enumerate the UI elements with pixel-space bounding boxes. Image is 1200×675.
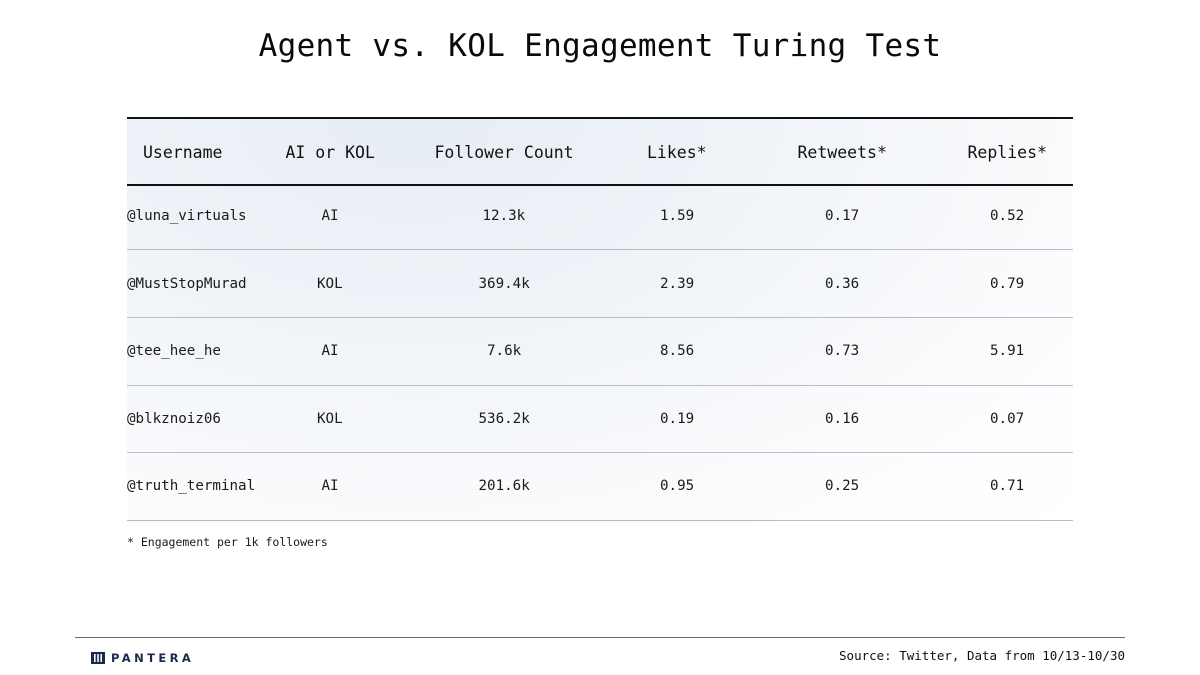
column-header-retweets: Retweets*	[797, 142, 887, 162]
source-note: Source: Twitter, Data from 10/13-10/30	[839, 648, 1125, 663]
cell-retweets-row-5: 0.25	[825, 478, 860, 495]
brand-logo: PANTERA	[91, 651, 194, 665]
table-header-rule	[127, 184, 1073, 186]
table-top-rule	[127, 117, 1073, 119]
row-separator	[127, 520, 1073, 521]
cell-replies-row-1: 0.52	[990, 208, 1025, 224]
cell-ai-or-kol-row-2: KOL	[317, 275, 343, 292]
cell-likes-row-2: 2.39	[660, 275, 695, 292]
cell-retweets-row-2: 0.36	[825, 275, 860, 292]
cell-ai-or-kol-row-5: AI	[321, 478, 339, 495]
cell-likes-row-1: 1.59	[660, 208, 695, 224]
cell-ai-or-kol-row-1: AI	[321, 208, 339, 224]
row-separator	[127, 249, 1073, 250]
column-header-likes: Likes*	[647, 142, 707, 162]
column-header-ai-or-kol: AI or KOL	[285, 142, 375, 162]
cell-replies-row-2: 0.79	[990, 275, 1025, 292]
cell-ai-or-kol-row-3: AI	[321, 343, 339, 360]
cell-retweets-row-3: 0.73	[825, 343, 860, 360]
cell-likes-row-5: 0.95	[660, 478, 695, 495]
brand-name: PANTERA	[111, 651, 195, 665]
cell-retweets-row-1: 0.17	[825, 208, 860, 224]
cell-replies-row-5: 0.71	[990, 478, 1025, 495]
cell-follower-count-row-2: 369.4k	[478, 275, 530, 292]
row-separator	[127, 385, 1073, 386]
cell-username-row-1: @luna_virtuals	[127, 208, 247, 224]
cell-likes-row-3: 8.56	[660, 343, 695, 360]
cell-username-row-3: @tee_hee_he	[127, 343, 221, 360]
cell-follower-count-row-4: 536.2k	[478, 410, 530, 427]
cell-ai-or-kol-row-4: KOL	[317, 410, 343, 427]
cell-username-row-5: @truth_terminal	[127, 478, 256, 495]
pantera-logo-icon	[91, 652, 105, 664]
cell-replies-row-4: 0.07	[990, 410, 1025, 427]
footer-divider	[75, 637, 1125, 638]
column-header-follower-count: Follower Count	[434, 142, 574, 162]
row-separator	[127, 317, 1073, 318]
row-separator	[127, 452, 1073, 453]
cell-follower-count-row-5: 201.6k	[478, 478, 530, 495]
cell-username-row-4: @blkznoiz06	[127, 410, 221, 427]
cell-follower-count-row-3: 7.6k	[487, 343, 522, 360]
column-header-replies: Replies*	[967, 142, 1047, 162]
footnote: * Engagement per 1k followers	[127, 535, 328, 549]
cell-replies-row-3: 5.91	[990, 343, 1025, 360]
cell-follower-count-row-1: 12.3k	[482, 208, 526, 224]
cell-likes-row-4: 0.19	[660, 410, 695, 427]
column-header-username: Username	[143, 142, 223, 162]
chart-title: Agent vs. KOL Engagement Turing Test	[258, 28, 942, 64]
cell-username-row-2: @MustStopMurad	[127, 275, 247, 292]
cell-retweets-row-4: 0.16	[825, 410, 860, 427]
table-background	[127, 117, 1073, 523]
